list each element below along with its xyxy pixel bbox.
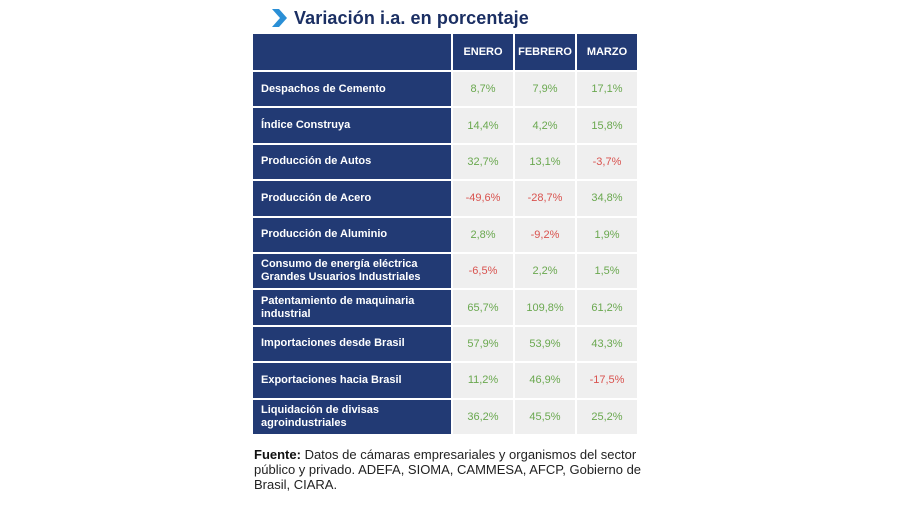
table-row: Producción de Aluminio 2,8% -9,2% 1,9% (253, 217, 637, 252)
value-cell: 4,2% (515, 108, 575, 143)
value-cell: 14,4% (453, 108, 513, 143)
row-label: Consumo de energía eléctrica Grandes Usu… (253, 253, 451, 289)
row-label: Despachos de Cemento (253, 72, 451, 107)
value-cell: 109,8% (515, 290, 575, 325)
value-cell: 43,3% (577, 326, 637, 362)
source-text: Datos de cámaras empresariales y organis… (254, 447, 642, 492)
value-cell: 2,2% (515, 253, 575, 289)
value-cell: -6,5% (453, 253, 513, 289)
value-cell: 34,8% (577, 181, 637, 216)
row-label: Patentamiento de maquinaria industrial (253, 290, 451, 325)
value-cell: 15,8% (577, 108, 637, 143)
value-cell: 17,1% (577, 72, 637, 107)
value-cell: 32,7% (453, 144, 513, 180)
table-row: Índice Construya 14,4% 4,2% 15,8% (253, 108, 637, 143)
value-cell: 13,1% (515, 144, 575, 180)
row-label: Producción de Acero (253, 181, 451, 216)
row-label: Índice Construya (253, 108, 451, 143)
value-cell: 2,8% (453, 217, 513, 252)
value-cell: -9,2% (515, 217, 575, 252)
table-row: Consumo de energía eléctrica Grandes Usu… (253, 253, 637, 289)
table-row: Despachos de Cemento 8,7% 7,9% 17,1% (253, 72, 637, 107)
value-cell: 1,9% (577, 217, 637, 252)
page-title: Variación i.a. en porcentaje (294, 7, 529, 28)
column-header-febrero: FEBRERO (515, 34, 575, 70)
row-label: Producción de Autos (253, 144, 451, 180)
value-cell: 65,7% (453, 290, 513, 325)
value-cell: 25,2% (577, 399, 637, 434)
table-row: Producción de Acero -49,6% -28,7% 34,8% (253, 181, 637, 216)
value-cell: 11,2% (453, 363, 513, 398)
indicators-table: ENERO FEBRERO MARZO Despachos de Cemento… (251, 32, 639, 436)
table-row: Exportaciones hacia Brasil 11,2% 46,9% -… (253, 363, 637, 398)
value-cell: 36,2% (453, 399, 513, 434)
value-cell: 1,5% (577, 253, 637, 289)
row-label: Importaciones desde Brasil (253, 326, 451, 362)
value-cell: -49,6% (453, 181, 513, 216)
source-label: Fuente: (254, 447, 301, 462)
table-row: Liquidación de divisas agroindustriales … (253, 399, 637, 434)
row-label: Producción de Aluminio (253, 217, 451, 252)
value-cell: 8,7% (453, 72, 513, 107)
value-cell: -28,7% (515, 181, 575, 216)
table-row: Importaciones desde Brasil 57,9% 53,9% 4… (253, 326, 637, 362)
row-label: Exportaciones hacia Brasil (253, 363, 451, 398)
value-cell: 45,5% (515, 399, 575, 434)
column-header-enero: ENERO (453, 34, 513, 70)
table-row: Patentamiento de maquinaria industrial 6… (253, 290, 637, 325)
source-note: Fuente: Datos de cámaras empresariales y… (254, 447, 654, 492)
value-cell: 46,9% (515, 363, 575, 398)
header-corner (253, 34, 451, 70)
value-cell: 61,2% (577, 290, 637, 325)
title-row: Variación i.a. en porcentaje (270, 6, 529, 30)
row-label: Liquidación de divisas agroindustriales (253, 399, 451, 434)
value-cell: 7,9% (515, 72, 575, 107)
table-header-row: ENERO FEBRERO MARZO (253, 34, 637, 70)
value-cell: 53,9% (515, 326, 575, 362)
chevron-right-icon (272, 9, 287, 27)
value-cell: 57,9% (453, 326, 513, 362)
value-cell: -3,7% (577, 144, 637, 180)
column-header-marzo: MARZO (577, 34, 637, 70)
table-row: Producción de Autos 32,7% 13,1% -3,7% (253, 144, 637, 180)
value-cell: -17,5% (577, 363, 637, 398)
